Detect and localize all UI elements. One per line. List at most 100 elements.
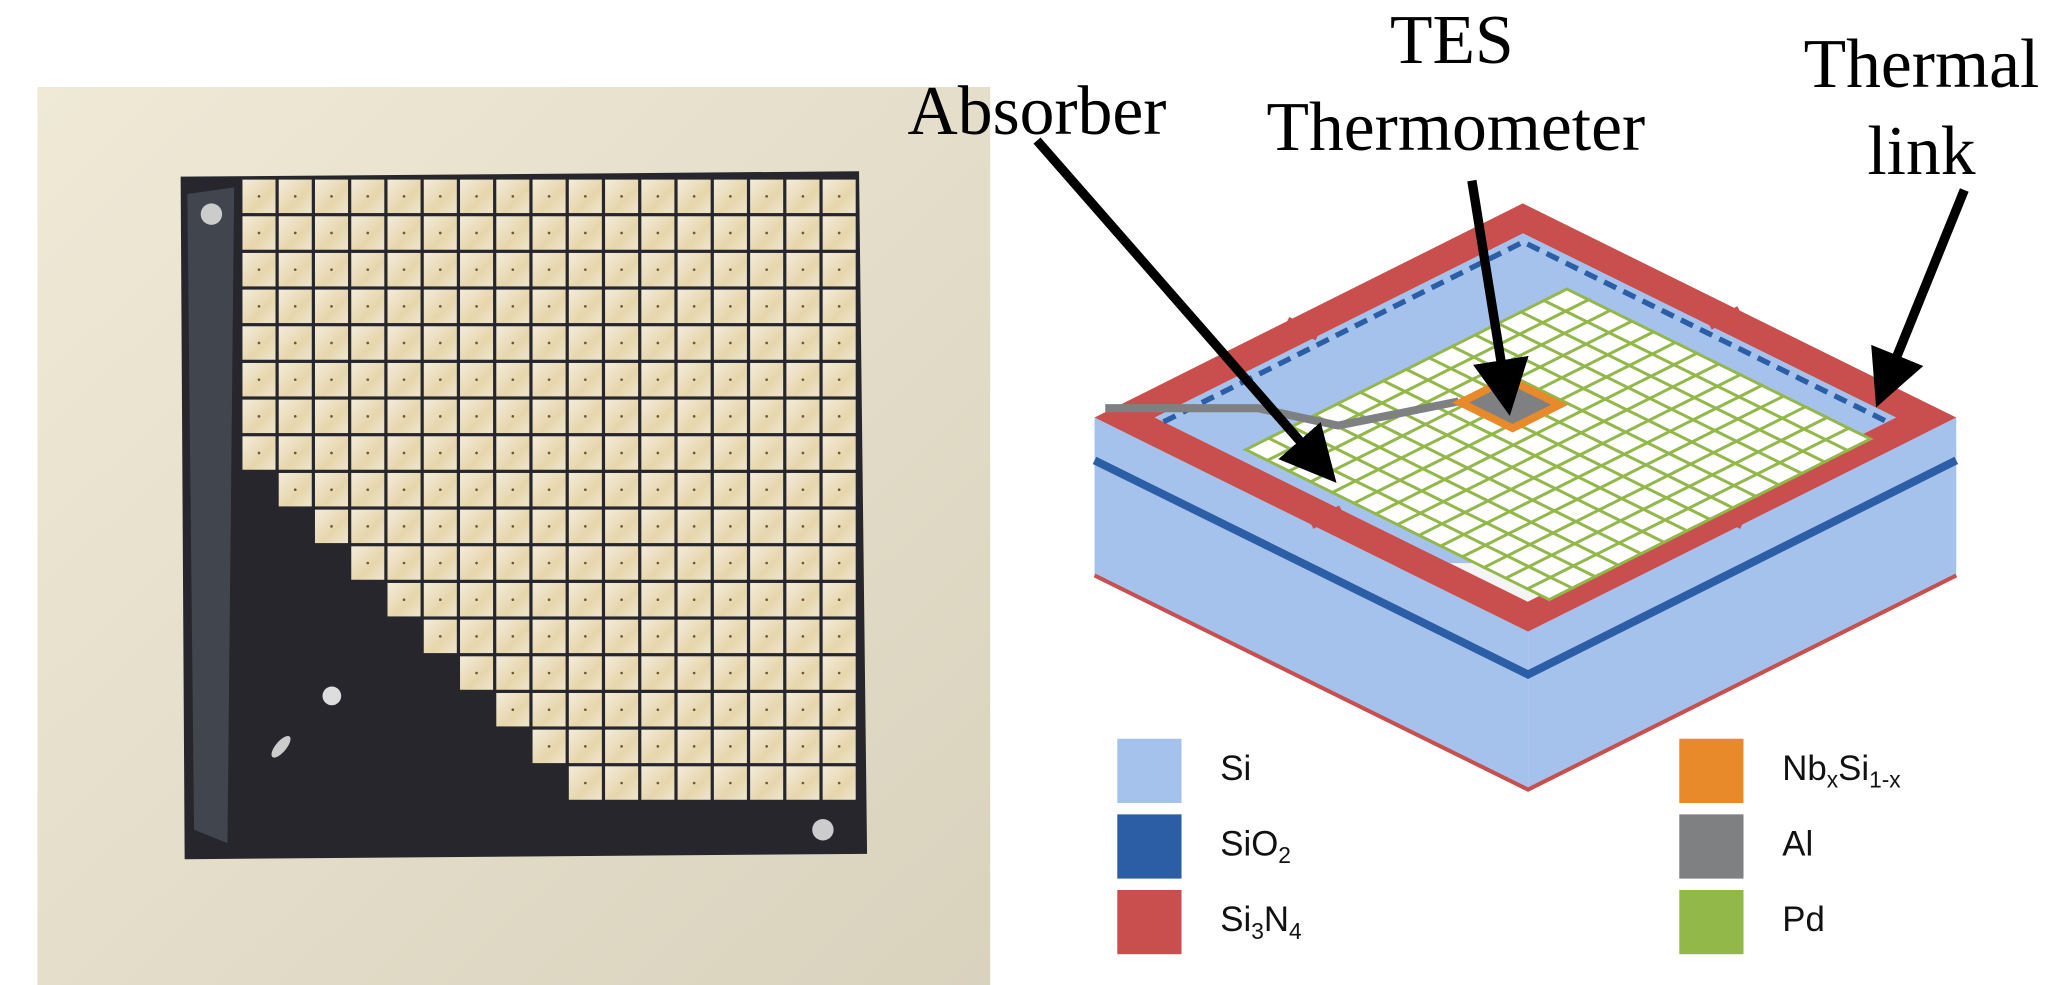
- pixel-dot: [548, 672, 551, 675]
- pixel-dot: [657, 708, 660, 711]
- legend-label-part: 3: [1251, 918, 1264, 944]
- pixel-dot: [511, 452, 514, 455]
- pixel-dot: [657, 782, 660, 785]
- pixel-dot: [439, 598, 442, 601]
- pixel-dot: [548, 745, 551, 748]
- pixel-dot: [511, 268, 514, 271]
- pixel-dot: [403, 598, 406, 601]
- pixel-dot: [403, 488, 406, 491]
- pixel-dot: [838, 415, 841, 418]
- pixel-dot: [838, 305, 841, 308]
- pixel-dot: [366, 378, 369, 381]
- pixel-dot: [294, 195, 297, 198]
- legend-label-part: N: [1264, 901, 1289, 939]
- pixel-dot: [620, 672, 623, 675]
- pixel-dot: [620, 782, 623, 785]
- pixel-dot: [511, 635, 514, 638]
- pixel-dot: [294, 452, 297, 455]
- pixel-dot: [475, 378, 478, 381]
- legend-label: SiO2: [1220, 826, 1291, 869]
- pixel-dot: [330, 452, 333, 455]
- pixel-dot: [330, 415, 333, 418]
- pixel-dot: [403, 378, 406, 381]
- pixel-dot: [584, 525, 587, 528]
- pixel-dot: [330, 268, 333, 271]
- legend-label-part: Nb: [1782, 750, 1826, 788]
- pixel-dot: [729, 525, 732, 528]
- pixel-dot: [657, 415, 660, 418]
- pixel-dot: [838, 195, 841, 198]
- legend-label-part: Si: [1838, 750, 1869, 788]
- pixel-dot: [693, 268, 696, 271]
- pixel-dot: [511, 598, 514, 601]
- legend-label: Pd: [1782, 901, 1825, 939]
- pixel-dot: [729, 635, 732, 638]
- pixel-dot: [366, 415, 369, 418]
- pixel-dot: [403, 562, 406, 565]
- pixel-dot: [838, 342, 841, 345]
- pixel-dot: [657, 268, 660, 271]
- pixel-dot: [511, 195, 514, 198]
- absorber-label: Absorber: [908, 73, 1167, 150]
- pixel-dot: [548, 525, 551, 528]
- pixel-dot: [802, 708, 805, 711]
- legend-swatch: [1679, 814, 1743, 878]
- pixel-dot: [584, 232, 587, 235]
- legend-label-part: Si: [1220, 901, 1251, 939]
- pixel-dot: [838, 452, 841, 455]
- pixel-dot: [693, 745, 696, 748]
- pixel-dot: [620, 305, 623, 308]
- pixel-dot: [403, 452, 406, 455]
- pixel-dot: [294, 378, 297, 381]
- pixel-dot: [475, 452, 478, 455]
- pixel-dot: [584, 268, 587, 271]
- pixel-dot: [548, 488, 551, 491]
- pixel-dot: [838, 782, 841, 785]
- pixel-dot: [657, 195, 660, 198]
- pixel-dot: [294, 305, 297, 308]
- chip-hole: [812, 819, 833, 840]
- legend-swatch: [1117, 814, 1181, 878]
- pixel-dot: [765, 782, 768, 785]
- pixel-dot: [584, 598, 587, 601]
- pixel-dot: [802, 378, 805, 381]
- pixel-dot: [693, 415, 696, 418]
- pixel-dot: [548, 378, 551, 381]
- pixel-dot: [403, 415, 406, 418]
- pixel-dot: [330, 525, 333, 528]
- pixel-dot: [693, 378, 696, 381]
- pixel-dot: [294, 232, 297, 235]
- pixel-dot: [475, 488, 478, 491]
- legend-swatch: [1117, 890, 1181, 954]
- pixel-dot: [439, 415, 442, 418]
- pixel-dot: [729, 708, 732, 711]
- pixel-dot: [838, 672, 841, 675]
- pixel-dot: [838, 708, 841, 711]
- pixel-dot: [584, 635, 587, 638]
- pixel-dot: [729, 672, 732, 675]
- pixel-dot: [802, 268, 805, 271]
- pixel-dot: [439, 525, 442, 528]
- thermal-link-label: Thermal: [1804, 26, 2040, 103]
- pixel-dot: [802, 342, 805, 345]
- pixel-dot: [366, 232, 369, 235]
- pixel-dot: [548, 562, 551, 565]
- pixel-dot: [475, 415, 478, 418]
- pixel-dot: [439, 195, 442, 198]
- legend-label: NbxSi1-x: [1782, 750, 1901, 793]
- pixel-dot: [765, 635, 768, 638]
- thermal-link-label: link: [1867, 113, 1975, 190]
- pixel-dot: [366, 342, 369, 345]
- pixel-dot: [729, 598, 732, 601]
- pixel-dot: [584, 195, 587, 198]
- pixel-dot: [620, 268, 623, 271]
- pixel-dot: [765, 378, 768, 381]
- pixel-dot: [439, 232, 442, 235]
- legend-label-part: 4: [1289, 918, 1302, 944]
- pixel-dot: [584, 782, 587, 785]
- photo: [37, 87, 990, 985]
- pixel-dot: [258, 378, 261, 381]
- legend-label-part: Si: [1220, 750, 1251, 788]
- pixel-dot: [258, 305, 261, 308]
- pixel-dot: [620, 415, 623, 418]
